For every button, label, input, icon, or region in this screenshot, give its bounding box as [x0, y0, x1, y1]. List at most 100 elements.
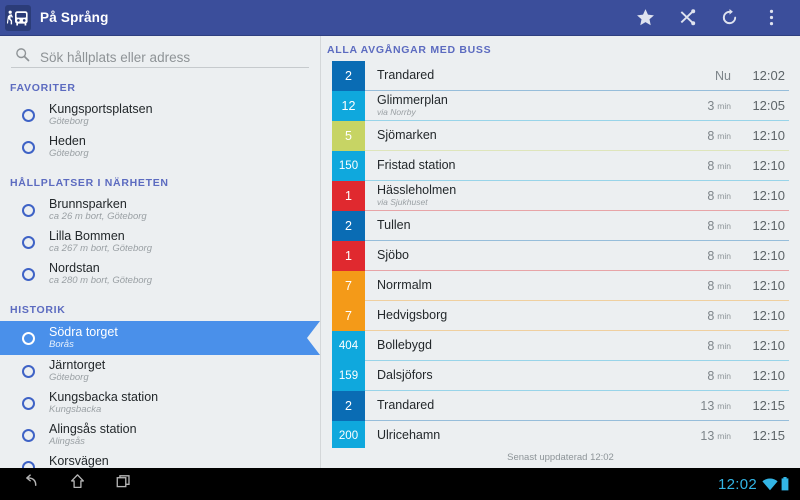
departure-eta-value: 13 — [700, 428, 715, 443]
sidebar-item-sublabel: Borås — [49, 339, 74, 351]
sidebar-item-heden[interactable]: Heden Göteborg — [0, 131, 320, 163]
departure-eta-unit: min — [717, 340, 731, 351]
departure-time: 12:10 — [731, 301, 789, 331]
line-number-badge: 7 — [332, 301, 365, 331]
home-button[interactable] — [54, 468, 100, 500]
sidebar-item-text: Kungsbacka station Kungsbacka — [49, 390, 158, 416]
departure-row[interactable]: 200 Ulricehamn 13 min 12:15 — [332, 421, 789, 448]
stop-marker-icon — [22, 203, 35, 217]
stop-marker-icon — [22, 331, 35, 345]
sidebar-item-text: Kungsportsplatsen Göteborg — [49, 102, 153, 128]
departure-destination-cell: Dalsjöfors — [365, 361, 645, 391]
departure-eta-value: 3 — [707, 98, 715, 113]
departure-destination: Sjömarken — [377, 128, 437, 142]
departure-eta-value: 8 — [707, 368, 715, 383]
sidebar-item-sublabel: ca 26 m bort, Göteborg — [49, 211, 147, 223]
search-icon — [15, 47, 30, 67]
departure-time: 12:10 — [731, 331, 789, 361]
sidebar-item-j-rntorget[interactable]: Järntorget Göteborg — [0, 355, 320, 387]
shuffle-button[interactable] — [666, 0, 708, 36]
line-number-badge: 1 — [332, 181, 365, 211]
sidebar-item-sublabel: ca 280 m bort, Göteborg — [49, 275, 152, 287]
line-number-badge: 159 — [332, 361, 365, 391]
sidebar-item-label: Järntorget — [49, 357, 106, 372]
departure-eta-value: 8 — [707, 248, 715, 263]
sidebar-item-label: Lilla Bommen — [49, 228, 125, 243]
departure-row[interactable]: 2 Trandared Nu 12:02 — [332, 61, 789, 91]
sidebar-item-kungsportsplatsen[interactable]: Kungsportsplatsen Göteborg — [0, 99, 320, 131]
sidebar-item-brunnsparken[interactable]: Brunnsparken ca 26 m bort, Göteborg — [0, 194, 320, 226]
stop-marker-icon — [22, 267, 35, 281]
departure-row[interactable]: 159 Dalsjöfors 8 min 12:10 — [332, 361, 789, 391]
sidebar-item-s-dra-torget[interactable]: Södra torget Borås — [0, 321, 320, 355]
departure-eta: Nu — [645, 61, 731, 91]
departure-time: 12:10 — [731, 361, 789, 391]
departure-row[interactable]: 1 Sjöbo 8 min 12:10 — [332, 241, 789, 271]
departure-eta: 8 min — [645, 151, 731, 181]
departure-row[interactable]: 7 Norrmalm 8 min 12:10 — [332, 271, 789, 301]
departure-time: 12:05 — [731, 91, 789, 121]
sidebar-item-lilla-bommen[interactable]: Lilla Bommen ca 267 m bort, Göteborg — [0, 226, 320, 258]
sidebar-item-text: Södra torget Borås — [49, 325, 118, 351]
sidebar-item-label: Alingsås station — [49, 421, 137, 436]
search-field[interactable]: Sök hållplats eller adress — [11, 47, 309, 68]
departure-destination: Dalsjöfors — [377, 368, 433, 382]
departure-row[interactable]: 150 Fristad station 8 min 12:10 — [332, 151, 789, 181]
sidebar-item-sublabel: Göteborg — [49, 372, 89, 384]
sidebar-item-text: Nordstan ca 280 m bort, Göteborg — [49, 260, 152, 287]
departure-eta: 8 min — [645, 331, 731, 361]
overflow-button[interactable] — [750, 0, 792, 36]
recents-button[interactable] — [100, 468, 146, 500]
sidebar-item-sublabel: ca 267 m bort, Göteborg — [49, 243, 152, 255]
departure-time: 12:15 — [731, 391, 789, 421]
content-area: Sök hållplats eller adress FAVORITER Kung… — [0, 36, 800, 468]
departure-eta: 8 min — [645, 181, 731, 211]
back-button[interactable] — [8, 468, 54, 500]
departure-destination-cell: Fristad station — [365, 151, 645, 181]
sidebar-item-alings-s-station[interactable]: Alingsås station Alingsås — [0, 419, 320, 451]
sidebar-item-korsv-gen[interactable]: KorsvägenGöteborg — [0, 451, 320, 468]
stop-marker-icon — [22, 396, 35, 410]
departure-eta: 8 min — [645, 211, 731, 241]
back-icon — [23, 473, 40, 495]
sidebar-item-label: Korsvägen — [49, 453, 109, 468]
system-clock: 12:02 — [717, 475, 757, 493]
search-input[interactable]: Sök hållplats eller adress — [40, 49, 191, 65]
line-number-badge: 200 — [332, 421, 365, 448]
departure-row[interactable]: 1 Hässleholmen via Sjukhuset 8 min 12:10 — [332, 181, 789, 211]
sidebar-item-label: Nordstan — [49, 260, 100, 275]
departure-row[interactable]: 7 Hedvigsborg 8 min 12:10 — [332, 301, 789, 331]
departures-list[interactable]: 2 Trandared Nu 12:02 12 Glimmerplan via Norrby… — [332, 61, 789, 448]
departure-destination-cell: Hedvigsborg — [365, 301, 645, 331]
sidebar-item-text: Alingsås station Alingsås — [49, 421, 137, 448]
departure-destination-cell: Ulricehamn — [365, 421, 645, 448]
departure-row[interactable]: 5 Sjömarken 8 min 12:10 — [332, 121, 789, 151]
departure-destination: Hässleholmen — [377, 183, 457, 197]
bus-running-icon — [5, 4, 31, 31]
departure-time: 12:02 — [731, 61, 789, 91]
departure-row[interactable]: 404 Bollebygd 8 min 12:10 — [332, 331, 789, 361]
departure-time: 12:10 — [731, 151, 789, 181]
departure-via: via Sjukhuset — [377, 196, 428, 207]
departure-row[interactable]: 2 Tullen 8 min 12:10 — [332, 211, 789, 241]
battery-icon — [781, 477, 789, 491]
sidebar-item-label: Heden — [49, 133, 86, 148]
departure-time: 12:10 — [731, 271, 789, 301]
departure-destination-cell: Glimmerplan via Norrby — [365, 91, 645, 121]
departure-eta-value: 8 — [707, 128, 715, 143]
app-title: På Språng — [40, 10, 109, 25]
line-number-badge: 7 — [332, 271, 365, 301]
departure-time: 12:10 — [731, 211, 789, 241]
departure-destination-cell: Sjömarken — [365, 121, 645, 151]
sidebar-item-kungsbacka-station[interactable]: Kungsbacka station Kungsbacka — [0, 387, 320, 419]
departure-row[interactable]: 12 Glimmerplan via Norrby 3 min 12:05 — [332, 91, 789, 121]
departure-destination-cell: Trandared — [365, 391, 645, 421]
departure-eta-unit: min — [717, 220, 731, 231]
refresh-button[interactable] — [708, 0, 750, 36]
departure-destination: Trandared — [377, 68, 435, 82]
departure-row[interactable]: 2 Trandared 13 min 12:15 — [332, 391, 789, 421]
sidebar-item-nordstan[interactable]: Nordstan ca 280 m bort, Göteborg — [0, 258, 320, 290]
favorites-button[interactable] — [624, 0, 666, 36]
departure-eta: 8 min — [645, 301, 731, 331]
departure-eta: 8 min — [645, 271, 731, 301]
